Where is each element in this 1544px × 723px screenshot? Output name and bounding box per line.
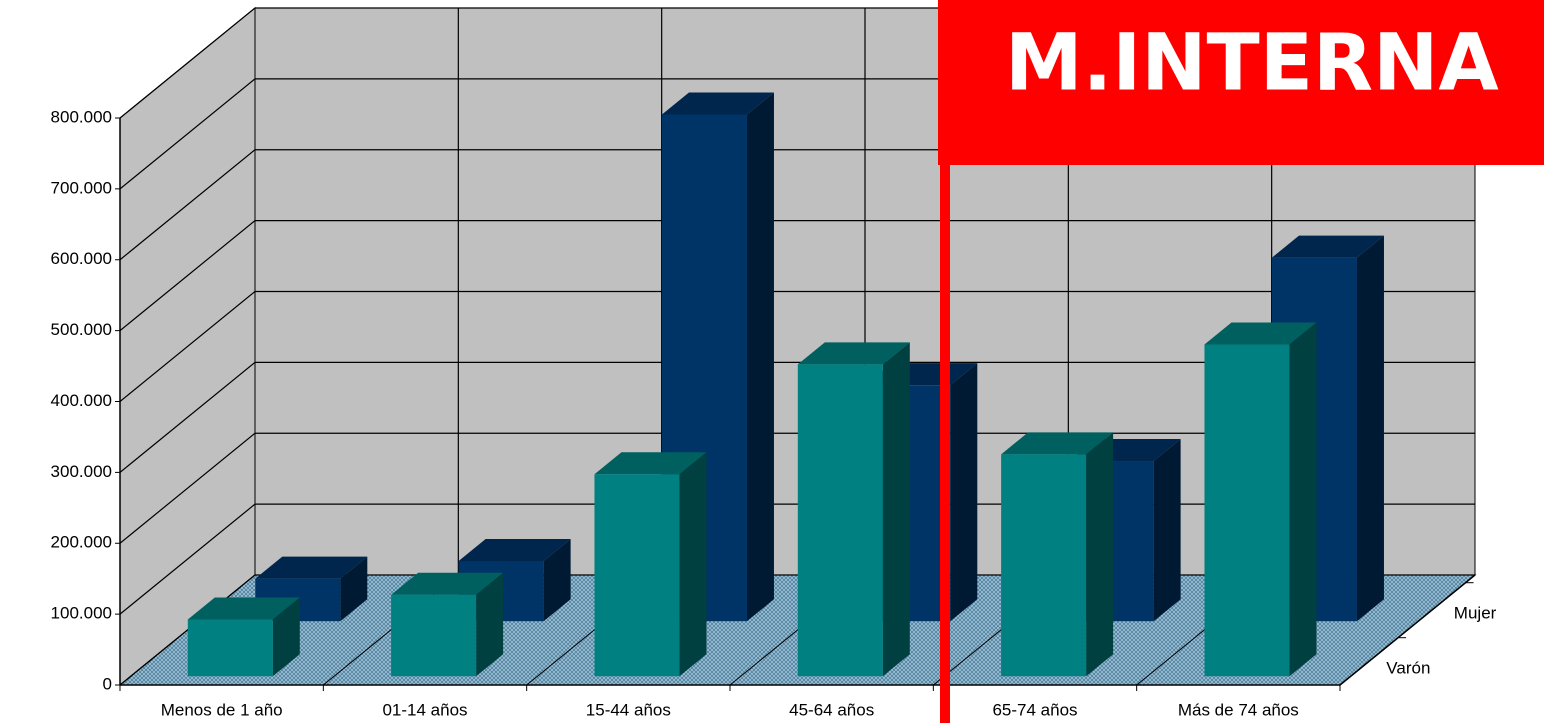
y-tick-label: 200.000 bbox=[51, 533, 112, 552]
bar-side bbox=[543, 538, 571, 622]
bar-side bbox=[882, 342, 910, 677]
bar-side bbox=[1086, 432, 1114, 677]
bar-top bbox=[661, 92, 774, 115]
bar-top bbox=[1001, 432, 1114, 455]
bar bbox=[1204, 344, 1290, 677]
depth-label: Varón bbox=[1386, 659, 1430, 678]
bar-side bbox=[1153, 439, 1181, 622]
bar bbox=[797, 364, 883, 677]
x-tick-label: 45-64 años bbox=[789, 700, 874, 719]
x-tick-label: 65-74 años bbox=[992, 700, 1077, 719]
depth-axis bbox=[1339, 574, 1476, 686]
overlay-label: M.INTERNA bbox=[1005, 18, 1499, 108]
bar bbox=[391, 594, 477, 677]
x-tick-label: 01-14 años bbox=[382, 700, 467, 719]
y-tick-label: 700.000 bbox=[51, 178, 112, 197]
bar-top bbox=[255, 556, 368, 579]
overlay-box bbox=[938, 0, 1544, 165]
bar-top bbox=[1271, 235, 1384, 258]
bar-side bbox=[476, 572, 504, 677]
bar bbox=[594, 474, 680, 677]
bar-top bbox=[594, 452, 707, 475]
y-tick-label: 600.000 bbox=[51, 249, 112, 268]
x-tick-label: 15-44 años bbox=[586, 700, 671, 719]
bar-top bbox=[797, 342, 910, 365]
bar-side bbox=[340, 556, 368, 622]
bar-side bbox=[679, 452, 707, 677]
bar-side bbox=[1289, 322, 1317, 677]
bar-side bbox=[1356, 235, 1384, 622]
bar-side bbox=[272, 597, 300, 677]
overlay-line bbox=[940, 160, 950, 723]
bar-side bbox=[746, 92, 774, 622]
x-tick-label: Más de 74 años bbox=[1178, 700, 1299, 719]
y-tick-label: 500.000 bbox=[51, 320, 112, 339]
floor-divider bbox=[119, 574, 256, 686]
bar bbox=[187, 619, 273, 677]
y-tick-label: 100.000 bbox=[51, 604, 112, 623]
y-tick-label: 400.000 bbox=[51, 391, 112, 410]
x-tick-label: Menos de 1 año bbox=[161, 700, 283, 719]
depth-label: Mujer bbox=[1454, 604, 1497, 623]
bar-side bbox=[950, 363, 978, 622]
bar-top bbox=[187, 597, 300, 620]
bar bbox=[1001, 454, 1087, 677]
bar-top bbox=[458, 538, 571, 561]
bar-top bbox=[391, 572, 504, 595]
y-tick-label: 0 bbox=[103, 674, 112, 693]
bar-top bbox=[1204, 322, 1317, 345]
y-tick-label: 800.000 bbox=[51, 107, 112, 126]
y-tick-label: 300.000 bbox=[51, 462, 112, 481]
